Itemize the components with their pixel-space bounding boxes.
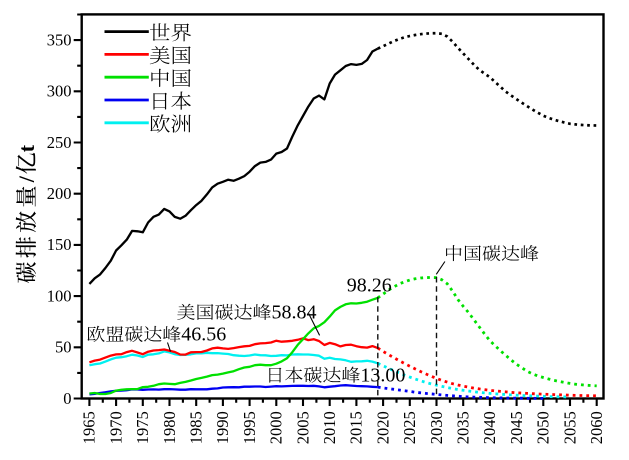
svg-text:300: 300 xyxy=(47,82,72,101)
svg-text:/: / xyxy=(14,175,39,183)
svg-text:2015: 2015 xyxy=(347,411,366,444)
svg-text:2055: 2055 xyxy=(560,411,579,444)
svg-text:2025: 2025 xyxy=(400,411,419,444)
svg-text:2040: 2040 xyxy=(480,411,499,444)
svg-text:1990: 1990 xyxy=(213,411,232,444)
svg-text:1965: 1965 xyxy=(80,411,99,444)
svg-text:2050: 2050 xyxy=(534,411,553,444)
svg-text:1995: 1995 xyxy=(240,411,259,444)
svg-text:150: 150 xyxy=(47,235,72,254)
svg-text:100: 100 xyxy=(47,286,72,305)
svg-text:t: t xyxy=(14,144,39,152)
svg-text:1980: 1980 xyxy=(160,411,179,444)
svg-text:50: 50 xyxy=(55,338,72,357)
svg-text:2000: 2000 xyxy=(267,411,286,444)
svg-text:2045: 2045 xyxy=(507,411,526,444)
svg-text:1985: 1985 xyxy=(187,411,206,444)
svg-text:13.00: 13.00 xyxy=(360,364,405,386)
svg-text:2060: 2060 xyxy=(587,411,606,444)
svg-text:98.26: 98.26 xyxy=(347,274,392,296)
svg-text:1975: 1975 xyxy=(133,411,152,444)
svg-text:0: 0 xyxy=(63,389,71,408)
svg-text:2020: 2020 xyxy=(373,411,392,444)
svg-text:1970: 1970 xyxy=(106,411,125,444)
svg-text:2030: 2030 xyxy=(427,411,446,444)
svg-text:2035: 2035 xyxy=(454,411,473,444)
svg-text:350: 350 xyxy=(47,30,72,49)
svg-text:58.84: 58.84 xyxy=(272,302,317,324)
svg-text:2005: 2005 xyxy=(293,411,312,444)
svg-text:250: 250 xyxy=(47,133,72,152)
svg-text:46.56: 46.56 xyxy=(181,324,226,346)
svg-text:2010: 2010 xyxy=(320,411,339,444)
svg-text:200: 200 xyxy=(47,184,72,203)
